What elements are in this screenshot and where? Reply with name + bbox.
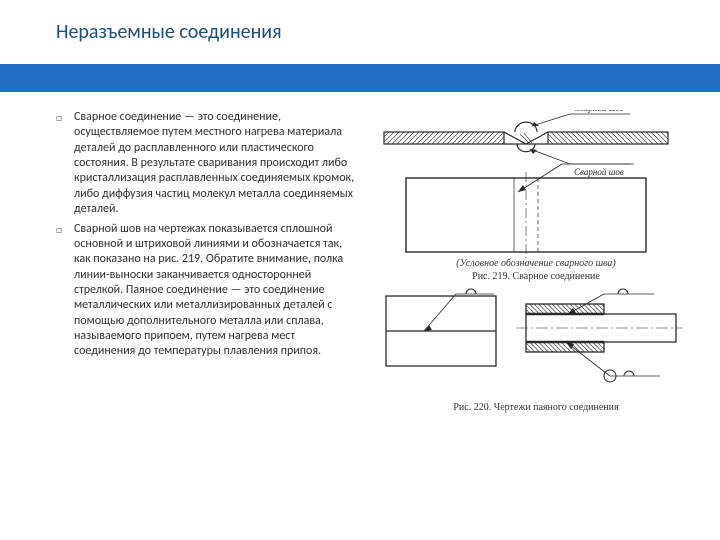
content-area: □ Сварное соединение — это соединение, о… [0, 92, 720, 413]
list-item: □ Сварной шов на чертежах показывается с… [56, 222, 358, 360]
fig219-note: (Условное обозначение сварного шва) [376, 258, 696, 269]
fig219-caption: Рис. 219. Сварное соединение [376, 271, 696, 282]
page-title: Неразъемные соединения [0, 0, 720, 54]
figure-219: Сварной шов Сварной шов (Условное обознач… [376, 110, 696, 282]
fig220-caption: Рис. 220. Чертежи паяного соединения [376, 402, 696, 413]
bullet-icon: □ [56, 110, 74, 218]
text-column: □ Сварное соединение — это соединение, о… [56, 110, 358, 413]
paragraph-2: Сварной шов на чертежах показывается спл… [74, 222, 358, 360]
paragraph-1: Сварное соединение — это соединение, осу… [74, 110, 358, 218]
svg-text:Сварной шов: Сварной шов [574, 167, 624, 177]
figure-220: Рис. 220. Чертежи паяного соединения [376, 288, 696, 413]
title-text: Неразъемные соединения [56, 20, 282, 44]
fig219-svg: Сварной шов Сварной шов [376, 110, 686, 258]
svg-text:Сварной шов: Сварной шов [574, 110, 624, 113]
accent-bar [0, 64, 720, 92]
bullet-icon: □ [56, 222, 74, 360]
fig220-svg [376, 288, 686, 400]
figures-column: Сварной шов Сварной шов (Условное обознач… [376, 110, 696, 413]
list-item: □ Сварное соединение — это соединение, о… [56, 110, 358, 218]
